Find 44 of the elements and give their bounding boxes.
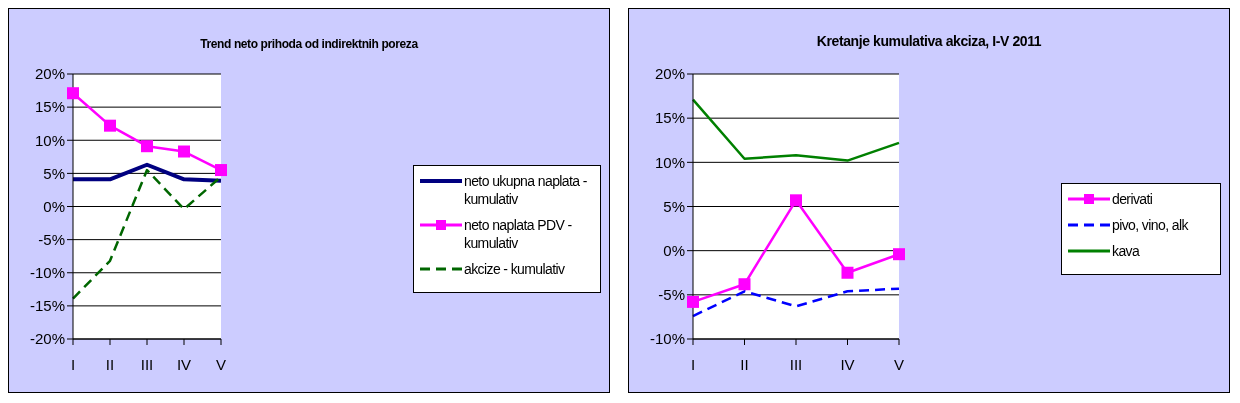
point [215,164,227,177]
y-tick-label: 15% [654,109,685,127]
legend-label: pivo, vino, alk [1112,216,1188,234]
legend-label: akcize - kumulativ [464,260,565,278]
y-tick-label: -20% [29,330,65,348]
x-tick-label: II [105,355,115,373]
point [67,87,79,100]
x-tick-label: IV [176,355,192,373]
text: Kretanje kumulativa akciza, I-V 2011 [816,33,1042,49]
y-tick-label: 20% [654,65,685,83]
y-tick-label: -10% [29,264,65,282]
legend-label: neto naplata PDV - kumulativ [464,216,573,252]
legend-label: derivati [1112,190,1153,208]
x-tick-label: II [740,355,749,373]
point [104,119,116,132]
point [141,140,153,153]
y-tick-label: 5% [663,197,685,215]
y-tick-label: -15% [29,297,65,315]
x-tick-label: I [70,355,76,373]
y-tick-label: 0% [43,197,65,215]
x-tick-label: V [893,355,905,373]
y-tick-label: -5% [658,286,685,304]
x-tick-label: I [690,355,696,373]
point [893,248,905,261]
point [687,295,699,308]
x-tick-label: III [789,355,803,373]
x-tick-label: III [140,355,154,373]
legend-label: neto ukupna naplata - kumulativ [464,172,588,208]
point [790,194,802,207]
y-tick-label: -5% [38,230,65,248]
text: Trend neto prihoda od indirektnih poreza [200,37,418,51]
y-tick-label: 10% [654,153,685,171]
x-tick-label: V [215,355,227,373]
x-tick-label: IV [840,355,855,373]
y-tick-label: 5% [43,164,65,182]
point [841,266,854,279]
y-tick-label: 20% [34,65,65,83]
y-tick-label: 10% [34,131,65,149]
y-tick-label: 0% [663,241,685,259]
legend-label: kava [1112,242,1140,260]
y-tick-label: 15% [34,98,65,116]
point [738,278,751,291]
point [178,145,190,158]
y-tick-label: -10% [649,330,685,348]
